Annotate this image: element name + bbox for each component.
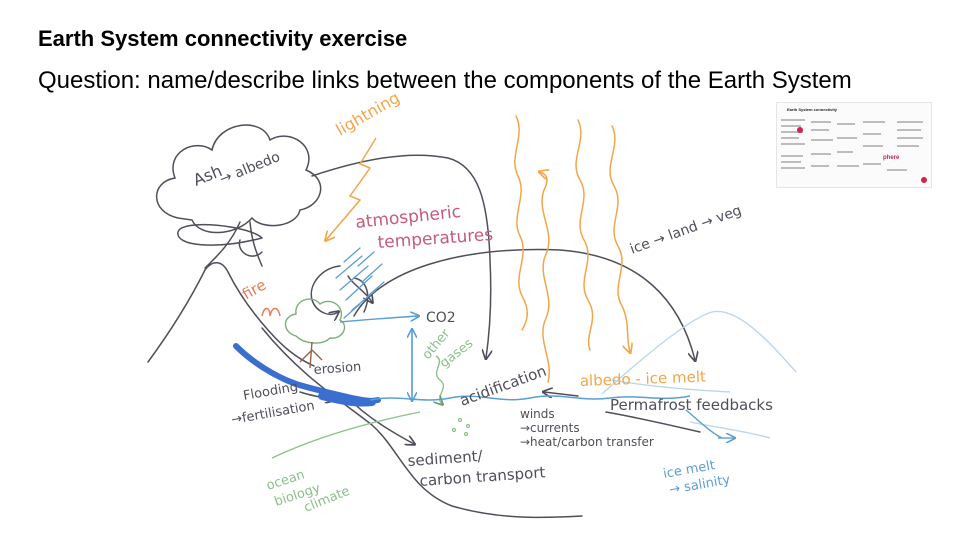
lightning-label: lightning <box>333 88 403 140</box>
acidification-label: acidification <box>457 362 549 410</box>
volcano <box>148 263 314 366</box>
fire-icon <box>262 309 280 317</box>
erosion-label: erosion <box>313 360 362 378</box>
fertilisation-label: →fertilisation <box>230 399 316 428</box>
radiation-line-2 <box>540 172 549 382</box>
atmosphere-arc <box>354 250 695 360</box>
heat-carbon-label: →heat/carbon transfer <box>520 435 654 449</box>
flooding-label: Flooding <box>242 380 299 404</box>
thumbnail-dot-left <box>797 127 803 133</box>
thumbnail-heading: Earth System connectivity <box>787 107 837 112</box>
winds-label: winds <box>520 407 555 421</box>
embedded-slide-thumbnail: Earth System connectivity phere <box>776 102 932 188</box>
temperatures-label: temperatures <box>377 225 494 253</box>
permafrost-label: Permafrost feedbacks <box>610 396 773 414</box>
albedo-ice-melt-label: albedo - ice melt <box>580 368 707 390</box>
radiation-line-1 <box>515 116 527 330</box>
co2-label: CO2 <box>426 310 456 326</box>
radiation-line-4 <box>610 126 630 352</box>
ice-land-veg-label: ice → land → veg <box>628 203 744 258</box>
radiation-line-3 <box>576 120 593 350</box>
sediment-label: sediment/ <box>407 447 484 470</box>
thumbnail-logo: phere <box>883 155 899 161</box>
currents-label: →currents <box>520 421 580 435</box>
thumbnail-dot-right <box>921 177 927 183</box>
albedo-label: → albedo <box>218 149 283 188</box>
